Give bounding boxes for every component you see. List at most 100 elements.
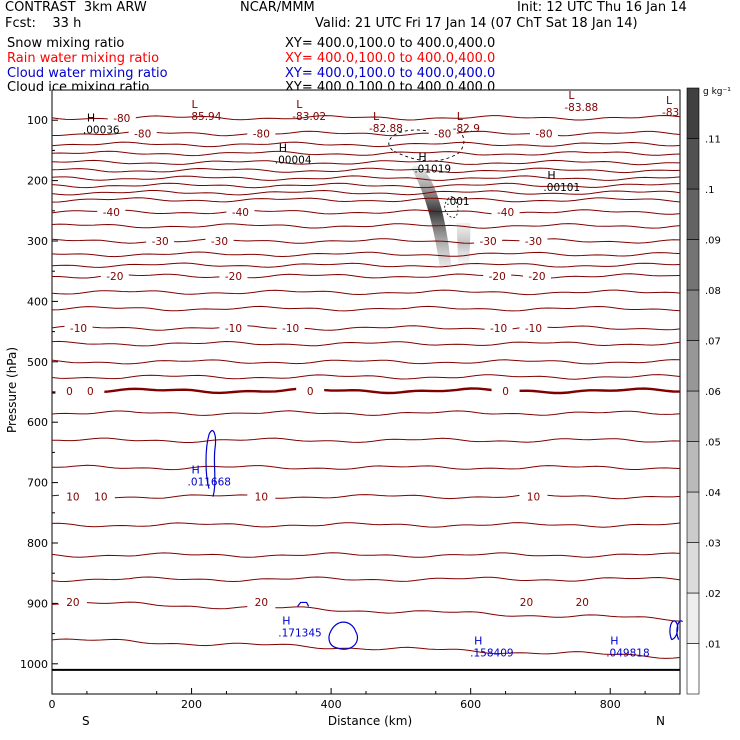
low-marker: L [457,110,464,123]
temperature-contour-label: 0 [502,386,509,398]
low-marker: L [568,89,575,102]
temperature-contour [51,638,681,659]
snow-contour-label: .001 [446,196,469,208]
high-value: .158409 [470,647,513,659]
y-axis-label: Pressure (hPa) [5,347,19,433]
temperature-contour-label: -30 [480,236,497,248]
temperature-contour [51,464,681,471]
temperature-contour-label: -20 [106,271,123,283]
temperature-contour-label: 20 [255,597,268,609]
colorbar-segment [686,340,700,392]
cloud-water-contour [205,430,217,497]
temperature-contour-label: 10 [94,491,107,503]
low-marker: L [192,98,199,111]
colorbar-tick-label: .05 [705,438,721,449]
contour-label-bg [64,321,93,335]
temperature-contour-label: 10 [527,491,540,503]
contour-label-bg [276,321,305,335]
x-tick-label: 0 [49,698,56,711]
temperature-contour-label: 20 [66,597,79,609]
temperature-contour [51,223,681,229]
cloud-water-contour [328,621,358,650]
temperature-contour-label: -10 [490,323,507,335]
temperature-contour [51,262,681,268]
y-tick-label: 500 [27,356,48,369]
temperature-contour-label: 0 [307,386,314,398]
contour-label-bg [100,270,129,284]
temperature-contour-labeled [51,325,681,331]
colorbar-segment [686,643,700,695]
contour-label-bg [519,321,548,335]
low-marker: L [296,98,303,111]
colorbar-tick-label: .09 [705,236,721,247]
y-tick-label: 200 [27,175,48,188]
init-time: Init: 12 UTC Thu 16 Jan 14 [517,0,687,15]
temperature-contour [51,150,681,157]
high-marker: H [547,169,555,182]
temperature-contour [51,552,681,558]
colorbar-segment [686,87,700,139]
contour-label-bg [226,206,255,220]
low-marker: L [373,110,380,123]
temperature-contour-labeled [51,114,681,121]
contour-label-bg [247,596,276,610]
temperature-contour [51,251,681,258]
colorbar-tick-label: .1 [705,185,715,196]
legend-cloud-water-xy: XY= 400.0,100.0 to 400.0,400.0 [285,66,496,81]
snow-core [411,165,452,269]
colorbar-segment [686,239,700,291]
temperature-contour-labeled [51,387,681,395]
contour-label-bg [219,321,248,335]
contour-label-bg [519,490,548,504]
colorbar-segment [686,188,700,240]
y-tick-label: 900 [27,597,48,610]
y-tick-label: 600 [27,416,48,429]
colorbar-segment [686,592,700,644]
contour-label-bg [146,235,175,248]
high-marker: H [192,464,200,477]
temperature-contour-label: -30 [211,236,228,248]
high-marker: H [610,634,618,647]
contour-label-bg [296,384,325,398]
cloud-water-contour [297,601,310,607]
colorbar-segment [686,289,700,341]
high-value: .171345 [278,628,321,640]
temperature-contour [51,374,681,380]
colorbar-segment [686,491,700,543]
low-marker: L [666,94,673,107]
snow-secondary [456,222,471,266]
contour-label-bg [205,235,234,248]
temperature-contour-labeled [51,601,681,622]
high-value: .01019 [414,164,451,176]
temperature-contour-label: -80 [253,128,270,140]
contour-label-bg [247,127,276,141]
high-value: .00036 [83,124,120,136]
temperature-contour-label: -80 [134,128,151,140]
colorbar: .01 .02 .03 .04 .05 .06 .07 .08 .09 .1 .11 g kg⁻¹ [686,87,731,695]
x-tick-label: 400 [321,698,342,711]
y-tick-label: 300 [27,235,48,248]
temperature-contour-label: 20 [576,597,589,609]
temperature-contour [51,159,681,166]
temperature-contour [51,189,681,196]
temperature-contour-label: -80 [434,128,451,140]
y-tick-label: 1000 [20,658,48,671]
contour-label-bg [128,127,157,141]
snow-shading [411,165,471,269]
temperature-contour-labeled [51,493,681,500]
temperature-contour-label: 20 [520,597,533,609]
high-marker: H [87,111,95,124]
x-axis-label: Distance (km) [328,714,412,728]
temperature-contour-label: 10 [66,491,79,503]
valid-time: Valid: 21 UTC Fri 17 Jan 14 (07 ChT Sat … [315,16,638,31]
contour-label-bg [484,321,513,335]
legend-rain-label: Rain water mixing ratio [7,51,160,66]
temperature-contour-label: -10 [282,323,299,335]
temperature-contour [51,576,681,583]
temperature-contour-labeled [51,182,681,189]
contour-label-bg [474,235,503,248]
temperature-contour [51,340,681,347]
temperature-contour-label: 0 [66,386,73,398]
contour-label-bg [219,270,248,284]
